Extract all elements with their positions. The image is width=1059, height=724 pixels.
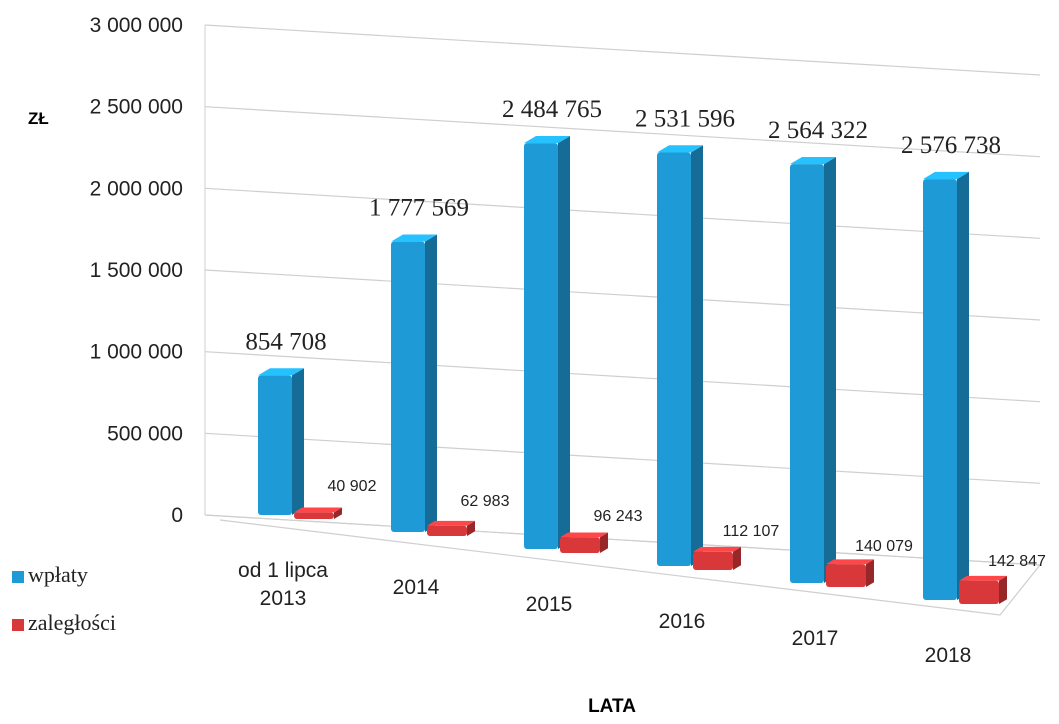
floor [204,514,1042,616]
bar-top [258,368,304,376]
bar [524,135,570,550]
legend-swatch [12,571,24,583]
bar-side [467,520,475,536]
bar [258,368,304,515]
y-tick-label: 2 500 000 [90,96,183,119]
bar [790,156,836,583]
value-label: 2 576 738 [901,132,1001,159]
bar [294,507,342,519]
x-tick-label: 2015 [526,593,573,616]
bar-top [923,171,969,180]
bar-top [427,520,475,526]
bar-front [693,551,733,570]
bar-front [524,143,558,550]
x-tick-label: 2014 [393,576,440,599]
value-label: 62 983 [461,493,510,510]
bar-front [790,164,824,583]
value-label: 96 243 [594,508,643,525]
bar-side [691,145,703,567]
bar-side [866,559,874,587]
bar-top [693,546,741,552]
bar-side [558,135,570,549]
value-label: 2 484 765 [502,96,602,123]
bar [427,520,475,536]
value-label: 2 531 596 [635,106,735,133]
bar-side [425,234,437,532]
bar [826,559,874,587]
bar [391,234,437,532]
bar-top [391,234,437,242]
value-label: 112 107 [723,523,780,540]
bar [560,532,608,553]
x-tick-label: od 1 lipca 2013 [238,559,328,610]
bar-front [391,241,425,532]
bar-top [790,156,836,165]
bar-top [294,507,342,513]
grid-line [204,351,1041,403]
bar-side [824,156,836,583]
y-tick-label: 2 000 000 [90,177,183,200]
bar-top [826,559,874,565]
bar-side [999,575,1007,604]
grid-line [204,24,1041,76]
bar-front [258,375,292,515]
y-tick-label: 500 000 [107,422,183,445]
value-label: 142 847 [988,553,1046,570]
legend-label: zaległości [28,610,116,635]
value-label: 1 777 569 [369,195,469,222]
bar-top [657,145,703,153]
bar-side [334,507,342,519]
bar-top [524,135,570,144]
bar-side [957,171,969,600]
bar-front [560,537,600,553]
value-label: 2 564 322 [768,117,868,144]
bar-side [600,532,608,553]
grid-line [204,106,1041,158]
bar-front [923,179,957,600]
legend-label: wpłaty [28,562,88,587]
bar [959,575,1007,604]
bar-top [560,532,608,538]
y-axis-label: ZŁ [28,109,49,128]
y-tick-label: 0 [171,504,183,527]
grid-line [204,187,1041,239]
bar-side [733,546,741,570]
x-axis-label: LATA [588,696,636,717]
value-label: 854 708 [245,328,326,355]
x-tick-label: 2016 [659,610,706,633]
bar-front [959,580,999,604]
value-label: 40 902 [328,478,377,495]
bar [657,145,703,567]
bar-top [959,575,1007,581]
bar-front [294,512,334,519]
x-tick-label: 2017 [792,627,839,650]
bar-front [427,525,467,536]
y-tick-label: 3 000 000 [90,14,183,37]
value-label: 140 079 [855,538,913,555]
legend-swatch [12,619,24,631]
bar [923,171,969,600]
x-tick-label: 2018 [925,644,972,667]
grid-line [204,269,1041,321]
y-tick-label: 1 500 000 [90,259,183,282]
bar-front [657,152,691,566]
y-tick-label: 1 000 000 [90,341,183,364]
bar [693,546,741,570]
bar-side [292,368,304,515]
bar-front [826,564,866,587]
grid-line [204,432,1041,484]
